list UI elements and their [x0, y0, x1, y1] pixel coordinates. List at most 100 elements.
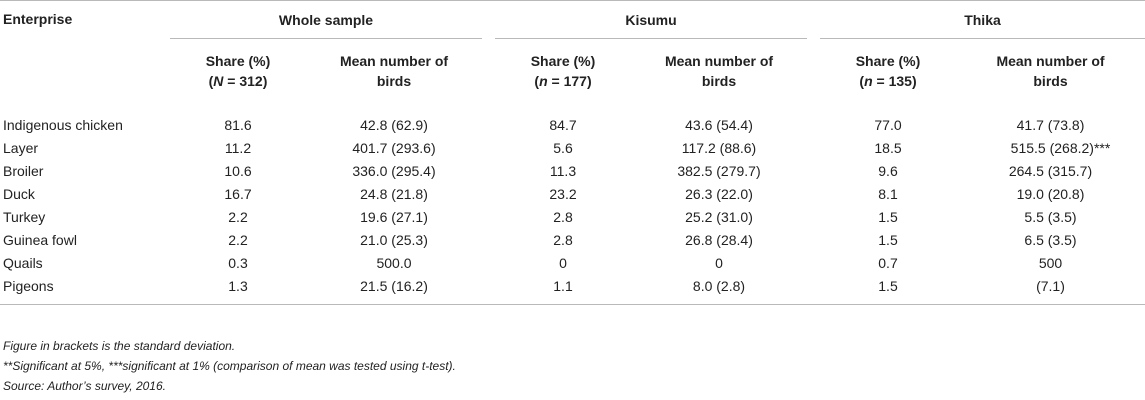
group-gap — [807, 103, 820, 136]
row-name: Turkey — [3, 208, 46, 225]
mean-header-whole-sample: Mean number of birds — [306, 39, 482, 104]
group-gap — [482, 205, 495, 228]
sub-header-row: Share (%) (N = 312) Mean number of birds… — [0, 39, 1145, 104]
cell-k-mean: 25.2 (31.0) — [685, 208, 753, 225]
group-header-thika: Thika — [820, 0, 1145, 39]
cell-t-share: 77.0 — [874, 116, 902, 133]
share-header-thika: Share (%) (n = 135) — [855, 53, 921, 89]
cell-t-mean: 5.5 (3.5) — [1024, 208, 1077, 225]
group-gap — [482, 136, 495, 159]
cell-k-share: 11.3 — [549, 162, 577, 179]
n-symbol: n — [864, 73, 873, 89]
cell-k-share: 1.1 — [495, 274, 631, 305]
row-name: Broiler — [3, 162, 44, 179]
table-row: Broiler 10.6 336.0 (295.4) 11.3 382.5 (2… — [0, 159, 1145, 182]
cell-k-mean: 26.3 (22.0) — [685, 185, 753, 202]
share-header-kisumu: Share (%) (n = 177) — [530, 53, 596, 89]
cell-t-share: 0.7 — [878, 254, 898, 271]
cell-ws-mean: 21.5 (16.2) — [306, 274, 482, 305]
table-row: Turkey 2.2 19.6 (27.1) 2.8 25.2 (31.0) 1… — [0, 205, 1145, 228]
group-gap — [807, 136, 820, 159]
cell-t-mean: 19.0 (20.8) — [1016, 185, 1085, 202]
cell-t-share: 1.5 — [878, 231, 898, 248]
mean-label-line1: Mean number of — [996, 53, 1105, 69]
cell-k-mean: 117.2 (88.6) — [681, 139, 757, 156]
cell-t-share: 8.1 — [878, 185, 898, 202]
n-value: = 312) — [227, 73, 268, 89]
cell-k-share: 0 — [559, 254, 567, 271]
mean-label-line2: birds — [701, 73, 737, 89]
footnote-standard-deviation: Figure in brackets is the standard devia… — [3, 339, 236, 353]
row-name: Layer — [3, 139, 39, 156]
cell-t-mean: 6.5 (3.5) — [1024, 231, 1077, 248]
table-row: Quails 0.3 500.0 0 0 0.7 500 — [0, 251, 1145, 274]
mean-header-thika: Mean number of birds — [956, 39, 1145, 104]
cell-ws-mean: 401.7 (293.6) — [352, 139, 436, 156]
group-gap — [482, 103, 495, 136]
cell-ws-share: 0.3 — [228, 254, 248, 271]
footnote-significance: **Significant at 5%, ***significant at 1… — [3, 359, 456, 373]
n-symbol: N — [213, 73, 224, 89]
mean-label-line2: birds — [1033, 73, 1068, 89]
cell-t-mean: 500 — [1038, 254, 1063, 271]
table-row: Indigenous chicken 81.6 42.8 (62.9) 84.7… — [0, 103, 1145, 136]
group-header-row: Enterprise Whole sample Kisumu Thika — [0, 0, 1145, 39]
group-gap — [482, 182, 495, 205]
n-symbol: n — [539, 73, 548, 89]
row-name: Quails — [3, 254, 43, 271]
cell-k-share: 84.7 — [549, 116, 577, 133]
share-header-whole-sample: Share (%) (N = 312) — [205, 53, 271, 89]
group-gap — [482, 274, 495, 305]
cell-t-share: 18.5 — [874, 139, 902, 156]
cell-ws-share: 81.6 — [224, 116, 252, 133]
group-gap — [482, 251, 495, 274]
cell-t-mean: 41.7 (73.8) — [1016, 116, 1085, 133]
mean-label-line1: Mean number of — [339, 53, 449, 69]
n-value: = 135) — [876, 73, 917, 89]
cell-ws-mean: 24.8 (21.8) — [360, 185, 428, 202]
group-gap — [807, 159, 820, 182]
footnote-source: Source: Author’s survey, 2016. — [3, 379, 166, 393]
row-name: Duck — [3, 185, 35, 202]
mean-label-line2: birds — [376, 73, 412, 89]
cell-k-mean: 0 — [715, 254, 723, 271]
cell-ws-mean: 19.6 (27.1) — [360, 208, 428, 225]
cell-t-mean: (7.1) — [956, 274, 1145, 305]
cell-ws-share: 2.2 — [228, 231, 248, 248]
group-gap — [807, 228, 820, 251]
row-name: Pigeons — [0, 274, 170, 305]
group-gap — [482, 39, 495, 104]
cell-k-mean: 26.8 (28.4) — [685, 231, 753, 248]
cell-t-share: 9.6 — [878, 162, 898, 179]
cell-ws-share: 10.6 — [224, 162, 252, 179]
group-gap — [807, 1, 820, 39]
group-header-kisumu: Kisumu — [495, 0, 807, 39]
cell-k-share: 5.6 — [553, 139, 573, 156]
cell-ws-share: 2.2 — [228, 208, 248, 225]
row-name: Guinea fowl — [3, 231, 77, 248]
cell-t-mean: 264.5 (315.7) — [1008, 162, 1093, 179]
share-label: Share (%) — [530, 53, 596, 69]
cell-ws-mean: 21.0 (25.3) — [360, 231, 428, 248]
mean-header-kisumu: Mean number of birds — [631, 39, 807, 104]
table-row: Duck 16.7 24.8 (21.8) 23.2 26.3 (22.0) 8… — [0, 182, 1145, 205]
cell-k-share: 2.8 — [553, 231, 573, 248]
cell-t-mean: 515.5 (268.2)*** — [1010, 139, 1111, 156]
group-gap — [482, 1, 495, 39]
data-table: Enterprise Whole sample Kisumu Thika Sha… — [0, 0, 1145, 305]
cell-k-share: 23.2 — [549, 185, 577, 202]
cell-ws-share: 1.3 — [170, 274, 306, 305]
cell-t-share: 1.5 — [820, 274, 956, 305]
n-value: = 177) — [551, 73, 592, 89]
share-label: Share (%) — [205, 53, 271, 69]
table-footnotes: Figure in brackets is the standard devia… — [3, 336, 456, 396]
group-gap — [807, 39, 820, 104]
group-gap — [482, 228, 495, 251]
group-gap — [807, 205, 820, 228]
cell-ws-mean: 500.0 — [376, 254, 412, 271]
cell-k-share: 2.8 — [553, 208, 573, 225]
group-gap — [807, 251, 820, 274]
table-row: Pigeons 1.3 21.5 (16.2) 1.1 8.0 (2.8) 1.… — [0, 274, 1145, 305]
cell-k-mean: 382.5 (279.7) — [677, 162, 761, 179]
row-name: Indigenous chicken — [3, 116, 123, 133]
